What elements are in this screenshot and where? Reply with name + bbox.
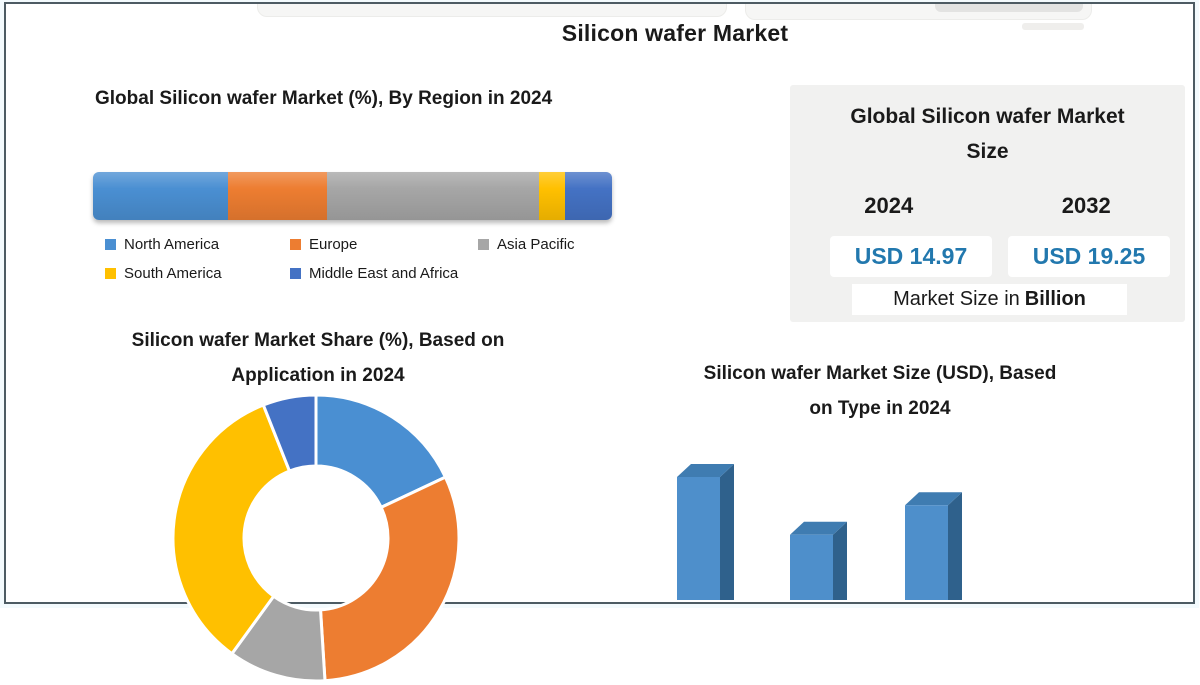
bar3d-top-0: [677, 464, 734, 477]
bar3d-side-2: [948, 492, 962, 600]
region-segment-3: [539, 172, 566, 220]
application-donut-chart: [171, 393, 461, 683]
bar3d-front-1: [790, 534, 833, 600]
market-size-title-line1: Global Silicon wafer Market: [850, 105, 1125, 128]
bar3d-side-0: [720, 464, 734, 600]
legend-item-1: Europe: [290, 236, 478, 253]
legend-label: South America: [124, 265, 222, 282]
market-size-value-2032: USD 19.25: [1008, 236, 1170, 277]
market-size-value-2024: USD 14.97: [830, 236, 992, 277]
region-chart-title: Global Silicon wafer Market (%), By Regi…: [95, 88, 553, 109]
region-segment-2: [326, 172, 540, 220]
donut-slice-3: [171, 403, 292, 656]
bar3d-top-1: [790, 521, 847, 535]
region-legend: North America Europe Asia Pacific South Ame…: [105, 236, 665, 282]
legend-label: Middle East and Africa: [309, 265, 459, 282]
legend-item-4: Middle East and Africa: [290, 265, 478, 282]
region-stacked-bar: [93, 172, 612, 220]
legend-swatch-icon: [105, 239, 116, 250]
decor-top-right-strip: [935, 0, 1083, 12]
application-chart-title: Silicon wafer Market Share (%), Based on…: [60, 323, 576, 393]
bar3d-front-2: [905, 505, 948, 600]
bar3d-top-2: [905, 492, 962, 506]
region-segment-4: [565, 172, 612, 220]
decor-top-left-shape: [257, 0, 727, 17]
legend-swatch-icon: [478, 239, 489, 250]
market-size-panel-title: Global Silicon wafer Market Size: [790, 99, 1185, 169]
legend-swatch-icon: [290, 239, 301, 250]
decor-top-right-substrip: [1022, 23, 1084, 30]
donut-slice-0: [314, 393, 448, 510]
page-title: Silicon wafer Market: [561, 20, 789, 46]
legend-swatch-icon: [290, 268, 301, 279]
market-size-footnote: Market Size in Billion: [852, 284, 1127, 315]
application-title-line2: Application in 2024: [231, 365, 405, 386]
legend-item-3: South America: [105, 265, 290, 282]
application-title-line1: Silicon wafer Market Share (%), Based on: [131, 330, 505, 351]
donut-slice-4: [261, 393, 318, 474]
legend-label: Europe: [309, 236, 358, 253]
donut-slice-1: [318, 475, 461, 683]
legend-swatch-icon: [105, 268, 116, 279]
legend-item-0: North America: [105, 236, 290, 253]
market-size-panel: Global Silicon wafer Market Size 2024 20…: [790, 85, 1185, 322]
legend-label: Asia Pacific: [497, 236, 575, 253]
stacked-bar-gloss: [93, 172, 612, 220]
years-row: 2024 2032: [790, 193, 1185, 219]
type-bar-chart: [677, 464, 962, 600]
legend-label: North America: [124, 236, 220, 253]
bar3d-side-1: [833, 521, 847, 600]
type-title-line2: on Type in 2024: [809, 398, 951, 419]
legend-item-2: Asia Pacific: [478, 236, 665, 253]
region-segment-0: [93, 172, 228, 220]
year-2024-label: 2024: [864, 193, 914, 218]
footnote-regular-text: Market Size in: [893, 288, 1020, 310]
bar3d-front-0: [677, 477, 720, 600]
market-size-title-line2: Size: [966, 140, 1009, 163]
year-2032-label: 2032: [1061, 193, 1111, 218]
footnote-bold-text: Billion: [1024, 288, 1086, 310]
type-title-line1: Silicon wafer Market Size (USD), Based: [703, 363, 1057, 384]
region-segment-1: [227, 172, 327, 220]
type-chart-title: Silicon wafer Market Size (USD), Based o…: [630, 356, 1130, 426]
